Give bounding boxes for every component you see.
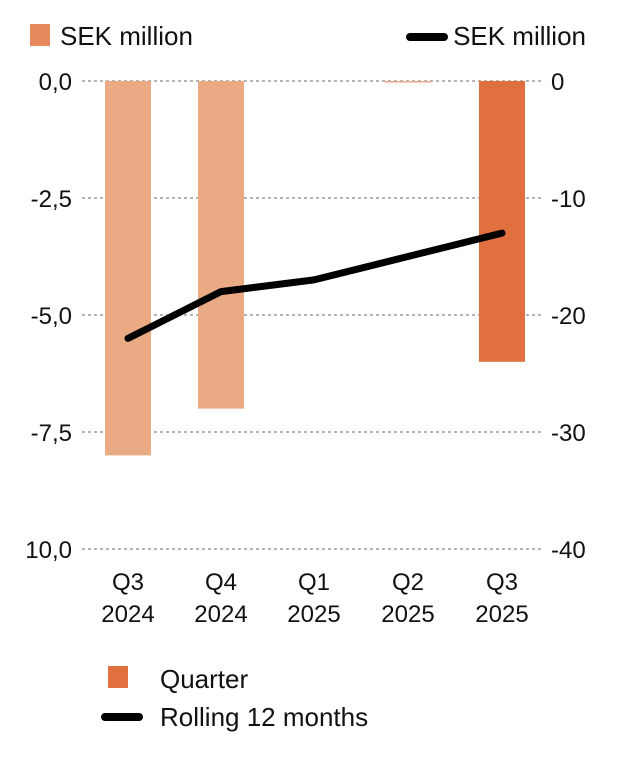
legend-rolling-label: Rolling 12 months <box>160 702 368 732</box>
x-tick-label-year: 2025 <box>475 601 528 628</box>
x-tick-label-quarter: Q1 <box>298 569 330 596</box>
right-tick-label: -30 <box>551 420 586 447</box>
left-tick-label: -2,5 <box>31 186 72 213</box>
rolling-12-months-line <box>124 229 506 342</box>
bar <box>198 81 244 409</box>
legend-quarter-swatch <box>108 666 128 688</box>
x-tick-label-quarter: Q3 <box>112 569 144 596</box>
right-tick-label: -10 <box>551 186 586 213</box>
left-tick-label: -5,0 <box>31 303 72 330</box>
left-axis-unit-swatch <box>30 24 50 46</box>
x-tick-label-quarter: Q4 <box>205 569 237 596</box>
right-tick-label: -20 <box>551 303 586 330</box>
left-axis-unit-label: SEK million <box>60 21 193 51</box>
bar-series <box>105 81 525 456</box>
legend-quarter-label: Quarter <box>160 664 248 694</box>
bar <box>105 81 151 456</box>
right-axis-unit-label: SEK million <box>453 21 586 51</box>
right-axis: 0 -10 -20 -30 -40 <box>551 69 586 564</box>
x-axis: Q3 2024 Q4 2024 Q1 2025 Q2 2025 Q3 2025 <box>101 569 528 628</box>
left-axis: 0,0 -2,5 -5,0 -7,5 10,0 <box>25 69 72 564</box>
left-tick-label: 0,0 <box>39 69 72 96</box>
bar <box>479 81 525 362</box>
x-tick-label-year: 2025 <box>381 601 434 628</box>
line-series <box>124 229 506 342</box>
right-tick-label: -40 <box>551 537 586 564</box>
bar <box>385 81 431 83</box>
right-tick-label: 0 <box>551 69 564 96</box>
x-tick-label-quarter: Q2 <box>392 569 424 596</box>
x-tick-label-year: 2024 <box>101 601 154 628</box>
left-tick-label: -7,5 <box>31 420 72 447</box>
x-tick-label-year: 2025 <box>287 601 340 628</box>
gridlines <box>82 80 541 550</box>
x-tick-label-quarter: Q3 <box>486 569 518 596</box>
x-tick-label-year: 2024 <box>194 601 247 628</box>
left-tick-label: 10,0 <box>25 537 72 564</box>
